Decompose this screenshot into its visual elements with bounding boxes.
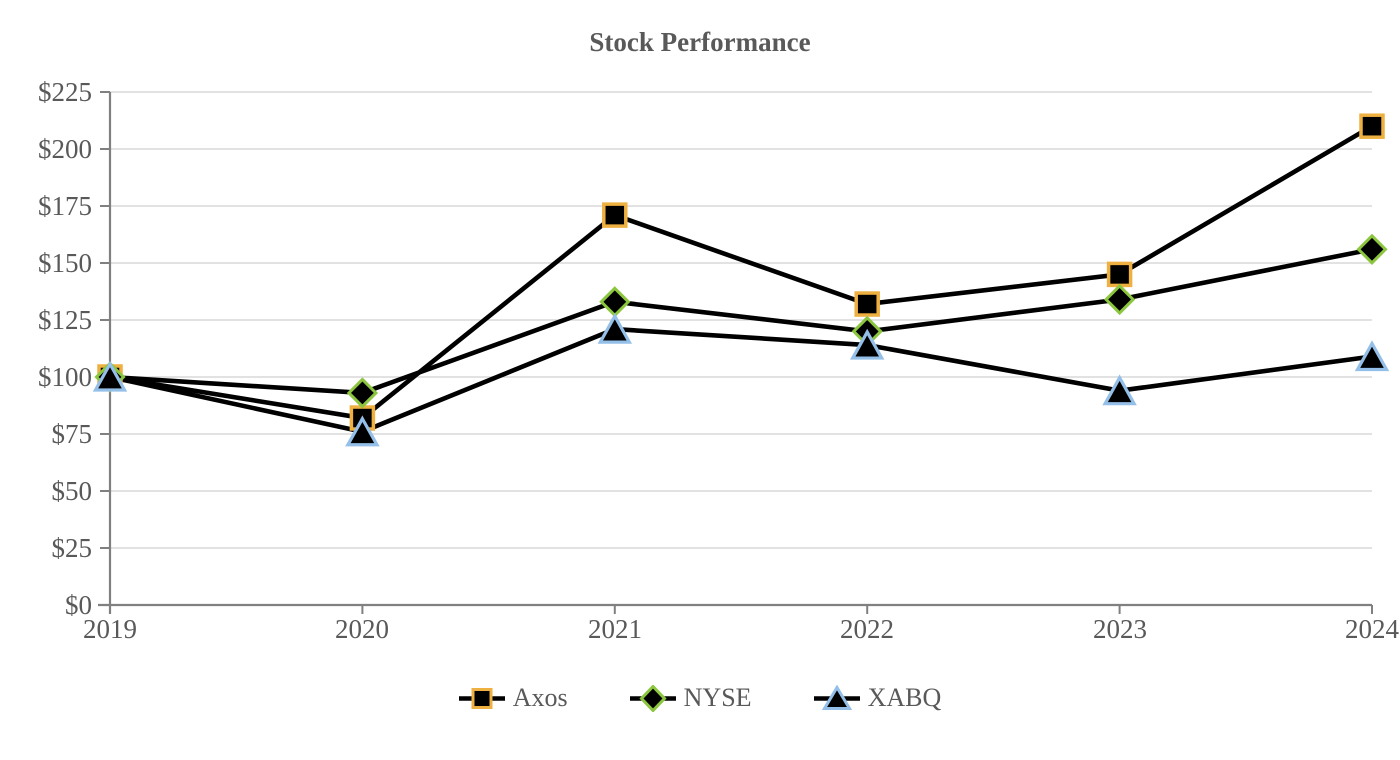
- y-axis-tick-label: $75: [51, 419, 93, 449]
- y-axis-tick-label: $225: [38, 77, 92, 107]
- y-axis-tick-label: $25: [51, 533, 93, 563]
- y-axis-tick-label: $150: [38, 248, 92, 278]
- x-axis-tick-label: 2022: [840, 614, 894, 644]
- legend-label-nyse: NYSE: [683, 683, 752, 712]
- legend-label-axos: Axos: [512, 683, 568, 712]
- axos-square-marker-icon: [458, 687, 505, 709]
- xabq-triangle-marker-icon: [813, 684, 860, 710]
- chart-title: Stock Performance: [589, 27, 811, 57]
- y-axis-tick-label: $175: [38, 191, 92, 221]
- x-axis-tick-label: 2021: [588, 614, 642, 644]
- legend-item-xabq: XABQ: [813, 683, 942, 713]
- y-axis-tick-label: $50: [51, 476, 93, 506]
- x-axis-tick-label: 2019: [83, 614, 137, 644]
- x-axis-tick-label: 2023: [1093, 614, 1147, 644]
- y-axis-tick-label: $200: [38, 134, 92, 164]
- y-axis-tick-label: $100: [38, 362, 92, 392]
- x-axis-tick-label: 2024: [1345, 614, 1399, 644]
- legend-label-xabq: XABQ: [867, 683, 942, 712]
- x-axis-tick-label: 2020: [335, 614, 389, 644]
- legend-item-nyse: NYSE: [629, 683, 752, 713]
- nyse-diamond-marker-icon: [629, 684, 676, 712]
- chart-legend: Axos NYSE XABQ: [0, 683, 1400, 713]
- legend-item-axos: Axos: [458, 683, 568, 713]
- y-axis-tick-label: $0: [65, 590, 92, 620]
- y-axis-tick-label: $125: [38, 305, 92, 335]
